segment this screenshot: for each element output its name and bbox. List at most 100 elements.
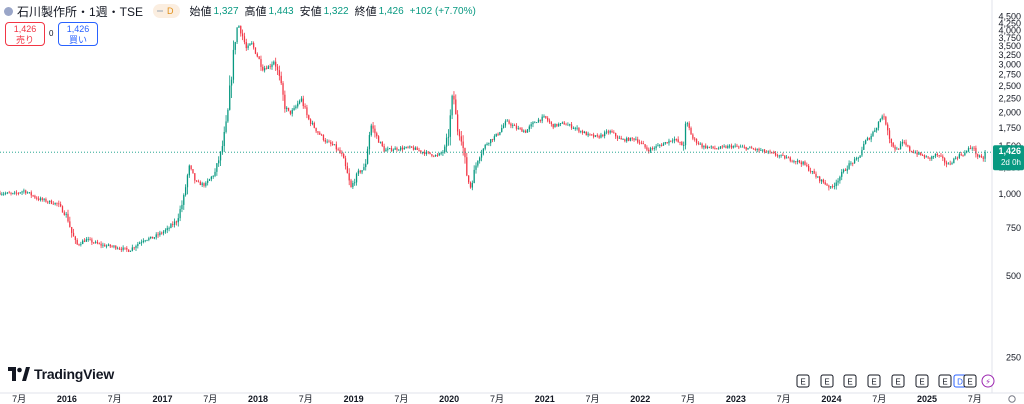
buy-button[interactable]: 1,426 買い [58,22,98,46]
candle-body [197,181,200,183]
candle-body [392,149,394,151]
symbol-title[interactable]: 石川製作所・1週・TSE [17,4,144,19]
candle-body [921,155,924,156]
candle-body [534,122,536,124]
candle-body [238,25,240,28]
y-tick-label: 1,750 [998,123,1021,133]
candle-body [109,244,111,247]
candle-body [679,142,681,143]
candle-body [431,154,433,156]
candle-body [30,192,32,196]
candle-body [631,137,633,139]
candle-body [745,147,747,150]
candle-body [580,130,582,132]
candle-body [499,132,501,135]
candle-body [267,66,269,69]
candle-body [276,66,279,71]
candle-body [605,131,608,133]
x-tick-label: 7月 [681,394,695,404]
candle-body [12,193,14,194]
candle-body [236,27,238,43]
candle-body [69,221,71,227]
candle-body [98,243,100,245]
candle-body [513,125,516,127]
candle-body [43,199,45,200]
candle-body [815,173,817,178]
buy-label: 買い [68,35,87,45]
candle-body [293,108,295,110]
candle-body [444,146,446,152]
y-tick-label: 2,250 [998,93,1021,103]
candle-body [624,139,626,142]
sell-button[interactable]: 1,426 売り [5,22,45,46]
candle-body [734,145,736,147]
candle-body [164,230,167,232]
candle-body [493,136,496,140]
candle-body [1,193,3,195]
candle-body [306,107,308,116]
candle-body [660,145,663,146]
chart-header: 石川製作所・1週・TSE D 始値 1,327 高値 1,443 安値 1,322 終… [4,3,482,19]
candle-body [76,239,78,245]
candle-body [403,147,405,150]
candle-body [398,149,400,151]
high-label: 高値 [244,6,267,18]
candle-body [756,148,758,150]
candle-body [63,212,65,215]
split-event-marker [981,374,995,388]
candle-body [199,181,201,186]
candle-body [240,25,242,34]
candle-body [896,148,898,150]
y-tick-label: 3,500 [998,41,1021,51]
candle-body [486,143,488,145]
candle-body [806,164,808,166]
candle-body [82,240,84,245]
candle-body [113,245,115,247]
tradingview-logo[interactable]: TradingView [8,366,114,382]
candle-body [379,141,382,143]
close-value: 1,426 [378,5,404,17]
candle-body [227,109,229,122]
candle-body [129,250,132,252]
candle-body [633,138,635,140]
candle-body [427,151,429,153]
candle-body [556,123,558,126]
candle-body [918,152,920,155]
candle-body [800,162,802,165]
x-tick-label: 7月 [968,394,982,404]
change-value: +102 (+7.70%) [409,5,476,17]
candle-body [752,148,755,150]
dividend-event-label: D [957,378,963,387]
candle-body [528,126,530,130]
candle-body [604,132,606,137]
candle-body [596,135,598,137]
candle-body [72,232,75,237]
candle-body [280,75,282,84]
candle-body [418,149,420,151]
candle-body [234,42,236,50]
candle-body [245,42,247,49]
candle-body [774,153,777,156]
candle-body [936,153,938,156]
candle-body [545,116,547,118]
candle-body [131,247,133,251]
candle-body [286,107,288,109]
candle-body [243,36,246,43]
candle-body [488,143,490,144]
candle-body [506,120,508,122]
candle-body [951,163,953,165]
candle-body [982,157,984,159]
interval-badge[interactable]: D [153,4,180,18]
candle-body [780,154,782,156]
candle-body [697,142,700,144]
candle-body [214,171,216,176]
candle-body [581,130,584,133]
candle-body [984,152,986,159]
candle-body [96,241,99,244]
candle-body [359,170,361,173]
candle-body [673,139,676,141]
candle-body [48,200,51,202]
candle-body [490,139,492,144]
candle-body [622,139,624,141]
